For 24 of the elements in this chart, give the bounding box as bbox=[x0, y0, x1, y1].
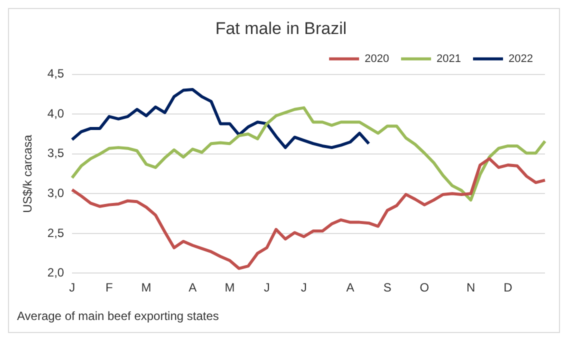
y-tick-label: 3,0 bbox=[47, 186, 64, 200]
y-axis-title: US$/k carcasa bbox=[20, 134, 35, 213]
y-tick-label: 2,0 bbox=[47, 266, 64, 280]
x-tick-label: S bbox=[383, 280, 392, 295]
x-tick-label: O bbox=[420, 280, 430, 295]
y-tick-label: 3,5 bbox=[47, 146, 64, 160]
x-tick-label: D bbox=[504, 280, 513, 295]
x-tick-label: N bbox=[466, 280, 476, 295]
x-tick-label: J bbox=[300, 280, 307, 295]
chart-title: Fat male in Brazil bbox=[215, 18, 347, 38]
y-tick-label: 2,5 bbox=[47, 226, 64, 240]
y-tick-label: 4,5 bbox=[47, 66, 64, 81]
x-tick-label: F bbox=[106, 280, 113, 295]
legend-label: 2022 bbox=[508, 52, 534, 65]
x-tick-label: J bbox=[264, 280, 270, 295]
text: Average of main beef exporting states bbox=[17, 309, 219, 324]
x-tick-label: J bbox=[69, 280, 76, 295]
x-tick-label: A bbox=[188, 280, 197, 295]
x-tick-label: M bbox=[141, 280, 152, 295]
y-tick-label: 4,0 bbox=[47, 106, 64, 120]
legend-label: 2021 bbox=[436, 52, 462, 65]
x-tick-label: A bbox=[346, 280, 354, 295]
legend-label: 2020 bbox=[364, 52, 390, 65]
x-tick-label: M bbox=[224, 280, 235, 295]
